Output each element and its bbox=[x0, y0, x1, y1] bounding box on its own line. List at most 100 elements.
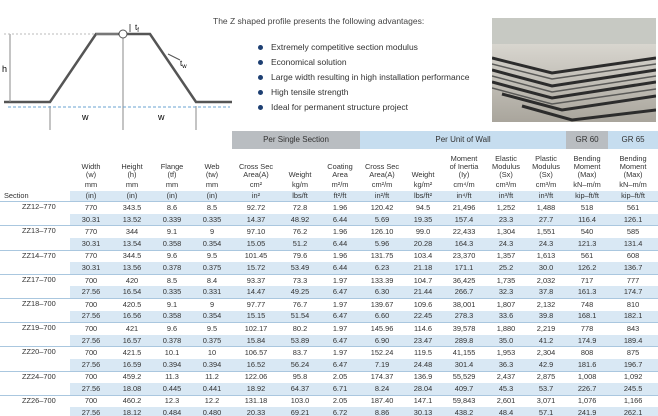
cell: 5.96 bbox=[360, 237, 405, 251]
cell: 14.47 bbox=[232, 286, 280, 299]
unit: cm⁴/m bbox=[453, 180, 475, 190]
cell: 36.3 bbox=[486, 358, 527, 371]
column-header: Cross Sec Area(A) bbox=[364, 162, 400, 179]
unit: (in) bbox=[192, 190, 232, 202]
cell: 24.3 bbox=[486, 237, 527, 251]
cell: 13.52 bbox=[112, 213, 152, 226]
column-header: Flange (tf) bbox=[160, 162, 184, 179]
cell: 6.23 bbox=[360, 262, 405, 275]
cell: 700 bbox=[70, 394, 112, 408]
cell: 9 bbox=[192, 225, 232, 238]
cell: 289.8 bbox=[442, 334, 487, 347]
cell: 241.9 bbox=[566, 407, 609, 416]
cell: 9.1 bbox=[152, 225, 192, 238]
cell: 13.54 bbox=[112, 237, 152, 251]
cell: 48.92 bbox=[280, 213, 320, 226]
cell: 14.37 bbox=[232, 213, 280, 226]
cell: 343.5 bbox=[112, 201, 152, 214]
cell: 608 bbox=[608, 249, 658, 263]
cell: 875 bbox=[608, 346, 658, 359]
cell: 1,252 bbox=[486, 201, 527, 214]
cell: 25.2 bbox=[486, 262, 527, 275]
cell: 131.75 bbox=[360, 249, 405, 263]
cell: 136.9 bbox=[404, 370, 443, 384]
cell: 344.5 bbox=[112, 249, 152, 263]
cell: 121.3 bbox=[566, 237, 609, 251]
unit: in⁴/ft bbox=[442, 190, 487, 202]
unit: kip–ft/ft bbox=[566, 190, 609, 202]
cell: 1,092 bbox=[608, 370, 658, 384]
cell: 1,807 bbox=[486, 297, 527, 311]
cell: 22.45 bbox=[404, 310, 443, 323]
advantage-item: Extremely competitive section modulus bbox=[258, 40, 469, 55]
intro-text: The Z shaped profile presents the follow… bbox=[213, 16, 425, 26]
cell: 49.25 bbox=[280, 286, 320, 299]
cell: 420.5 bbox=[112, 297, 152, 311]
metric-row: ZZ17–700 700 420 8.5 8.4 93.37 73.3 1.97 133.39 1… bbox=[0, 273, 658, 299]
cell: 278.3 bbox=[442, 310, 487, 323]
imperial-row: 27.56 16.54 0.335 0.331 14.47 49.25 6.47 6.30 21… bbox=[0, 286, 658, 299]
group-header: Per Unit of Wall bbox=[360, 131, 567, 149]
cell: 56.24 bbox=[280, 358, 320, 371]
cell: 344 bbox=[112, 225, 152, 238]
cell: 131.18 bbox=[232, 394, 280, 408]
cell: 21.18 bbox=[404, 262, 443, 275]
cell: 83.7 bbox=[280, 346, 320, 359]
cell: 18.12 bbox=[112, 407, 152, 416]
cell: 27.56 bbox=[70, 407, 112, 416]
advantage-item: High tensile strength bbox=[258, 85, 469, 100]
cell: 1,488 bbox=[526, 201, 567, 214]
cell: 778 bbox=[566, 322, 609, 335]
advantage-item: Large width resulting in high installati… bbox=[258, 70, 469, 85]
unit: mm bbox=[165, 180, 179, 190]
cell: 73.3 bbox=[280, 273, 320, 287]
cell: 262.1 bbox=[608, 407, 658, 416]
cell: 171.1 bbox=[442, 262, 487, 275]
advantage-item: Ideal for permanent structure project bbox=[258, 100, 469, 115]
imperial-row: 27.56 16.59 0.394 0.394 16.52 56.24 6.47 7.19 24… bbox=[0, 358, 658, 371]
cell: 421.5 bbox=[112, 346, 152, 359]
cell: 2.05 bbox=[320, 394, 361, 408]
column-header: Web (tw) bbox=[204, 162, 220, 179]
unit: (in) bbox=[112, 190, 152, 202]
cell: 1,166 bbox=[608, 394, 658, 408]
cell: 30.31 bbox=[70, 213, 112, 226]
cell: 1,551 bbox=[526, 225, 567, 238]
cell: 1.96 bbox=[320, 201, 361, 214]
cell: 92.72 bbox=[232, 201, 280, 214]
unit: kip–ft/ft bbox=[608, 190, 658, 202]
cell: 120.42 bbox=[360, 201, 405, 214]
tw-label: tw bbox=[180, 59, 187, 70]
cell: 21.44 bbox=[404, 286, 443, 299]
cell: 0.358 bbox=[152, 310, 192, 323]
imperial-row: 30.31 13.52 0.339 0.335 14.37 48.92 6.44 5.69 19… bbox=[0, 213, 658, 226]
cell: 15.05 bbox=[232, 237, 280, 251]
cell: 2,032 bbox=[526, 273, 567, 287]
cell: 104.7 bbox=[404, 273, 443, 287]
cell: 808 bbox=[566, 346, 609, 359]
unit: in³/ft bbox=[526, 190, 567, 202]
cell: 51.2 bbox=[280, 237, 320, 251]
unit: cm² bbox=[249, 180, 263, 190]
cell: 717 bbox=[566, 273, 609, 287]
cell: 1.97 bbox=[320, 346, 361, 359]
cell: 45.3 bbox=[486, 383, 527, 396]
unit: kN–m/m bbox=[619, 180, 647, 190]
unit: cm³/m bbox=[535, 180, 557, 190]
cell: 16.59 bbox=[112, 358, 152, 371]
section-name: ZZ12–770 bbox=[0, 201, 70, 226]
advantages-list: Extremely competitive section modulus Eco… bbox=[258, 40, 469, 115]
unit: cm²/m bbox=[371, 180, 393, 190]
cell: 561 bbox=[608, 201, 658, 214]
cell: 32.3 bbox=[486, 286, 527, 299]
group-header: GR 65 bbox=[608, 131, 658, 149]
cell: 10 bbox=[192, 346, 232, 359]
cell: 9.5 bbox=[192, 249, 232, 263]
cell: 1,880 bbox=[486, 322, 527, 335]
cell: 126.2 bbox=[566, 262, 609, 275]
cell: 561 bbox=[566, 249, 609, 263]
cell: 6.30 bbox=[360, 286, 405, 299]
unit: in²/ft bbox=[360, 190, 405, 202]
cell: 1.97 bbox=[320, 273, 361, 287]
cell: 0.331 bbox=[192, 286, 232, 299]
